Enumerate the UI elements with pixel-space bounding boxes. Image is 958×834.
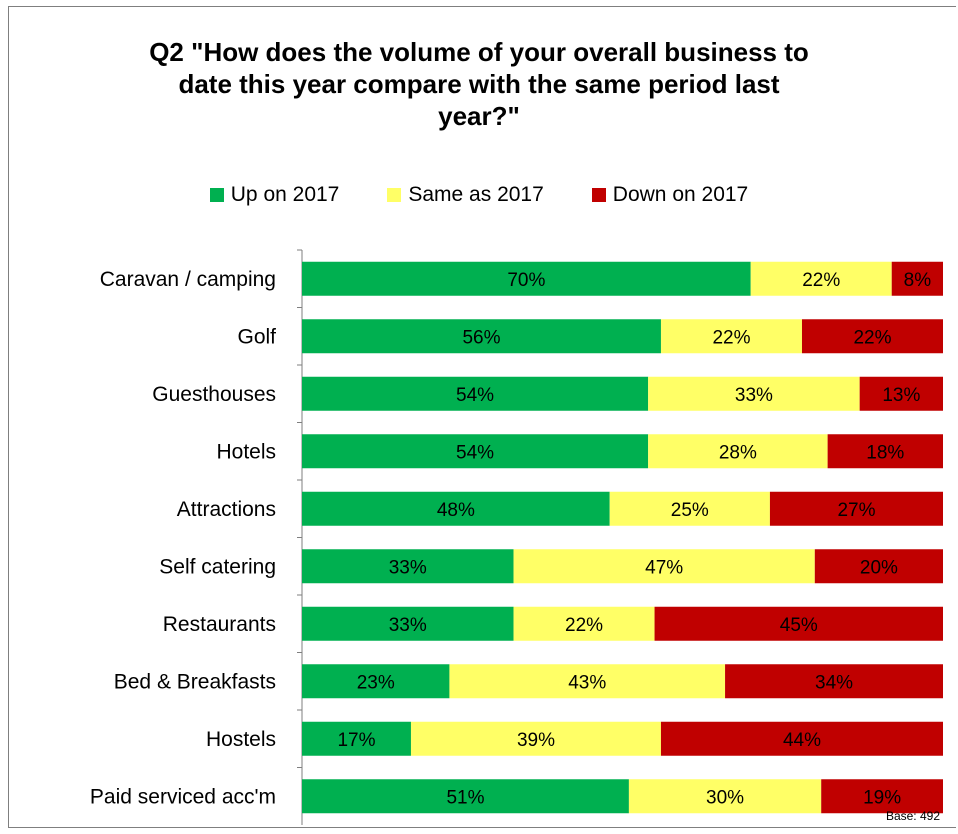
legend-item-same: Same as 2017: [387, 183, 544, 207]
data-label: 19%: [863, 787, 901, 808]
chart-legend: Up on 2017 Same as 2017 Down on 2017: [0, 180, 958, 210]
data-label: 70%: [507, 270, 545, 291]
bar-segment: [660, 319, 802, 354]
bar-segment: [801, 319, 943, 354]
bar-segment: [302, 779, 629, 814]
data-label: 13%: [882, 385, 920, 406]
bar-segment: [769, 491, 943, 526]
legend-label-same: Same as 2017: [408, 183, 544, 206]
data-label: 56%: [462, 327, 500, 348]
legend-label-down: Down on 2017: [612, 183, 749, 206]
data-label: 47%: [645, 557, 683, 578]
data-label: 18%: [866, 442, 904, 463]
category-label: Caravan / camping: [100, 268, 276, 291]
bar-segment: [859, 376, 943, 411]
bar-segment: [821, 779, 943, 814]
bar-segment: [654, 606, 943, 641]
bar-segment: [648, 434, 828, 469]
bar-segment: [513, 549, 815, 584]
bar-segment: [302, 319, 661, 354]
category-label: Attractions: [177, 498, 276, 521]
data-label: 48%: [437, 500, 475, 521]
bar-segment: [302, 261, 751, 296]
data-label: 43%: [568, 672, 606, 693]
data-label: 30%: [706, 787, 744, 808]
chart-title: Q2 "How does the volume of your overall …: [0, 36, 958, 132]
bar-segment: [302, 491, 610, 526]
chart-title-line-1: Q2 "How does the volume of your overall …: [149, 37, 809, 67]
legend-label-up: Up on 2017: [230, 183, 340, 206]
bar-segment: [302, 434, 649, 469]
bar-segment: [302, 606, 514, 641]
category-label: Self catering: [159, 555, 276, 578]
bar-segment: [814, 549, 943, 584]
legend-swatch-same: [387, 188, 402, 202]
data-label: 22%: [802, 270, 840, 291]
legend-swatch-down: [591, 188, 606, 202]
chart-title-line-2: date this year compare with the same per…: [178, 69, 780, 99]
data-label: 51%: [446, 787, 484, 808]
category-label: Paid serviced acc'm: [90, 785, 276, 808]
bar-segment: [891, 261, 943, 296]
data-label: 27%: [837, 500, 875, 521]
data-label: 22%: [712, 327, 750, 348]
data-label: 45%: [780, 615, 818, 636]
legend-item-up: Up on 2017: [209, 183, 340, 207]
data-label: 22%: [853, 327, 891, 348]
data-label: 25%: [671, 500, 709, 521]
bar-segment: [513, 606, 655, 641]
category-label: Guesthouses: [152, 383, 276, 406]
bar-segment: [827, 434, 943, 469]
bar-segment: [609, 491, 770, 526]
data-label: 22%: [565, 615, 603, 636]
category-label: Bed & Breakfasts: [114, 670, 276, 693]
bar-segment: [302, 376, 649, 411]
bar-segment: [302, 664, 450, 699]
legend-item-down: Down on 2017: [591, 183, 749, 207]
data-label: 23%: [357, 672, 395, 693]
bar-segment: [628, 779, 822, 814]
category-label: Hotels: [216, 440, 276, 463]
data-label: 54%: [456, 442, 494, 463]
data-label: 33%: [735, 385, 773, 406]
bar-segment: [750, 261, 892, 296]
chart-title-line-3: year?": [438, 101, 520, 131]
data-label: 33%: [389, 557, 427, 578]
data-label: 34%: [815, 672, 853, 693]
data-label: 33%: [389, 615, 427, 636]
bar-segment: [648, 376, 860, 411]
bar-segment: [660, 721, 943, 756]
bar-segment: [449, 664, 726, 699]
data-label: 8%: [904, 270, 932, 291]
category-label: Golf: [237, 325, 276, 348]
data-label: 28%: [719, 442, 757, 463]
data-label: 39%: [517, 730, 555, 751]
data-label: 54%: [456, 385, 494, 406]
data-label: 17%: [337, 730, 375, 751]
bar-segment: [410, 721, 661, 756]
data-label: 44%: [783, 730, 821, 751]
data-label: 20%: [860, 557, 898, 578]
category-label: Restaurants: [163, 613, 276, 636]
base-footnote: Base: 492: [885, 809, 940, 823]
bar-segment: [302, 549, 514, 584]
bar-segment: [302, 721, 411, 756]
bar-segment: [725, 664, 943, 699]
category-label: Hostels: [206, 728, 276, 751]
legend-swatch-up: [209, 188, 224, 202]
